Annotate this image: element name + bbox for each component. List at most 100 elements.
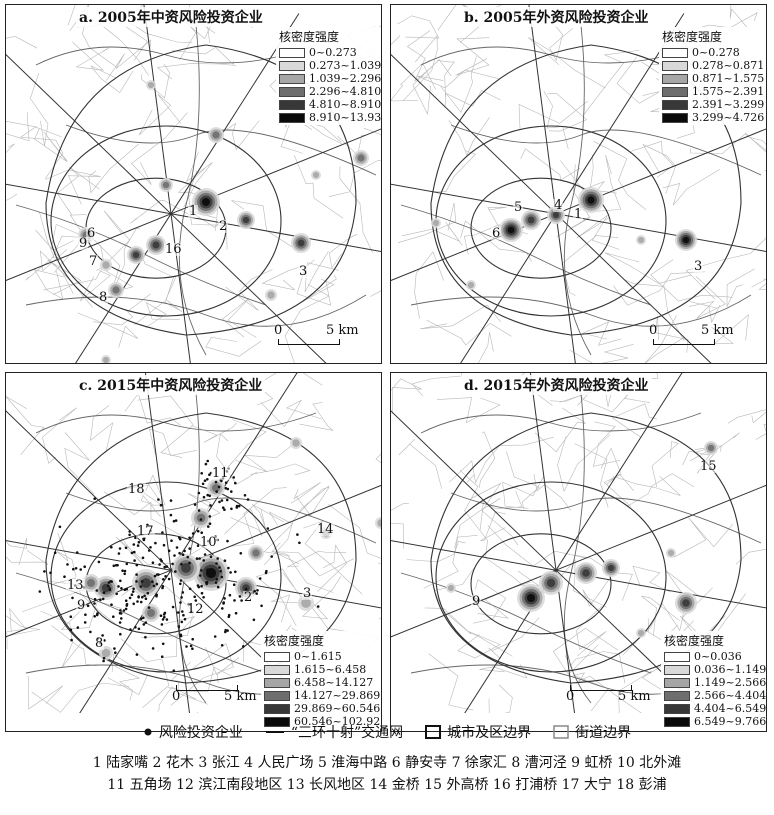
- street-boundary: [440, 56, 477, 114]
- firm-point: [218, 500, 221, 504]
- street-boundary: [391, 35, 418, 102]
- firm-point: [121, 569, 124, 572]
- legend-swatch: [264, 703, 290, 714]
- radial-road: [555, 484, 766, 571]
- street-boundary: [459, 470, 488, 557]
- density-hotspot: [675, 592, 697, 614]
- street-boundary: [426, 319, 512, 346]
- radial-road: [391, 54, 557, 215]
- street-boundary: [299, 402, 334, 431]
- radial-road: [391, 569, 557, 638]
- firm-point: [176, 611, 180, 614]
- density-ring: [527, 216, 535, 224]
- legend-range: 0.273~1.039: [309, 59, 382, 72]
- density-hotspot: [248, 545, 264, 561]
- density-hotspot: [578, 187, 604, 213]
- street-boundary: [479, 431, 496, 488]
- street-boundary: [546, 15, 573, 62]
- firm-point: [246, 498, 250, 501]
- firm-point: [226, 629, 229, 632]
- legend-swatch: [664, 703, 690, 714]
- firm-point: [133, 550, 136, 554]
- middle-ring-road: [50, 481, 282, 673]
- radial-road: [555, 213, 712, 363]
- firm-point: [161, 618, 165, 621]
- firm-point: [220, 575, 224, 579]
- street-boundary: [556, 164, 591, 238]
- radial-road: [79, 569, 172, 713]
- street-boundary: [263, 511, 294, 557]
- firm-dot-icon: [144, 728, 152, 736]
- density-ring: [141, 578, 151, 588]
- scale-distance: 5 km: [618, 689, 651, 704]
- firm-point: [196, 529, 200, 533]
- legend-swatch: [662, 47, 688, 58]
- firm-point: [222, 601, 225, 604]
- firm-point: [157, 498, 160, 501]
- firm-point: [108, 587, 112, 590]
- density-hotspot: [193, 555, 229, 591]
- street-boundary: [6, 120, 62, 138]
- firm-point: [155, 582, 159, 586]
- street-boundary: [583, 50, 640, 116]
- area-label: 12: [186, 602, 205, 617]
- street-boundary: [398, 438, 443, 489]
- firm-point: [298, 541, 301, 545]
- street-boundary: [56, 532, 77, 578]
- density-ring: [377, 519, 381, 527]
- street-boundary: [576, 215, 620, 250]
- firm-point: [139, 585, 143, 588]
- density-hotspot: [291, 233, 311, 253]
- density-ring: [212, 484, 220, 492]
- firm-points: [66, 530, 175, 663]
- street-boundary: [6, 36, 38, 49]
- firm-point: [224, 630, 227, 634]
- radial-road: [6, 540, 172, 571]
- street-boundary: [131, 112, 188, 185]
- firm-point: [86, 604, 90, 608]
- firm-point: [212, 573, 215, 577]
- firm-point: [159, 503, 163, 507]
- density-legend: 核密度强度 0~0.273 0.273~1.039 1.039~2.296 2.296…: [276, 27, 382, 125]
- legend-class-2: 1.615~6.458: [264, 663, 381, 676]
- street-boundary: [436, 397, 501, 424]
- street-boundary: [43, 244, 105, 291]
- firm-point: [234, 570, 237, 574]
- legend-swatch: [279, 99, 305, 110]
- area-label: 3: [693, 259, 704, 274]
- area-label: 5: [513, 200, 524, 215]
- street-boundary: [611, 403, 657, 438]
- street-boundary: [726, 268, 755, 307]
- firm-point: [102, 591, 106, 594]
- density-hotspot: [290, 437, 302, 449]
- firm-point: [178, 536, 181, 539]
- legend-range: 0~0.273: [309, 46, 357, 59]
- firm-point: [155, 594, 158, 598]
- legend-range: 6.549~9.766: [694, 715, 767, 728]
- firm-point: [181, 553, 185, 556]
- street-boundary: [156, 63, 237, 80]
- firm-point: [118, 547, 122, 550]
- firm-point: [162, 543, 166, 547]
- street-boundary: [582, 567, 618, 607]
- street-boundary: [47, 259, 82, 295]
- street-boundary: [138, 93, 181, 136]
- firm-point: [196, 584, 200, 587]
- street-boundary: [581, 321, 622, 346]
- radial-road: [170, 373, 298, 571]
- firm-point: [84, 613, 87, 616]
- street-boundary: [411, 373, 462, 397]
- firm-point: [162, 578, 165, 581]
- firm-point: [89, 630, 92, 634]
- density-ring: [587, 196, 595, 204]
- firm-point: [132, 543, 136, 546]
- legend-swatch: [664, 690, 690, 701]
- street-boundary: [375, 453, 381, 463]
- firm-point: [219, 569, 222, 573]
- area-label: 9: [76, 598, 87, 613]
- street-boundary: [56, 166, 100, 216]
- firm-point: [125, 562, 129, 566]
- density-ring: [447, 584, 455, 592]
- density-hotspot: [636, 628, 646, 638]
- district-boundary: [35, 44, 317, 66]
